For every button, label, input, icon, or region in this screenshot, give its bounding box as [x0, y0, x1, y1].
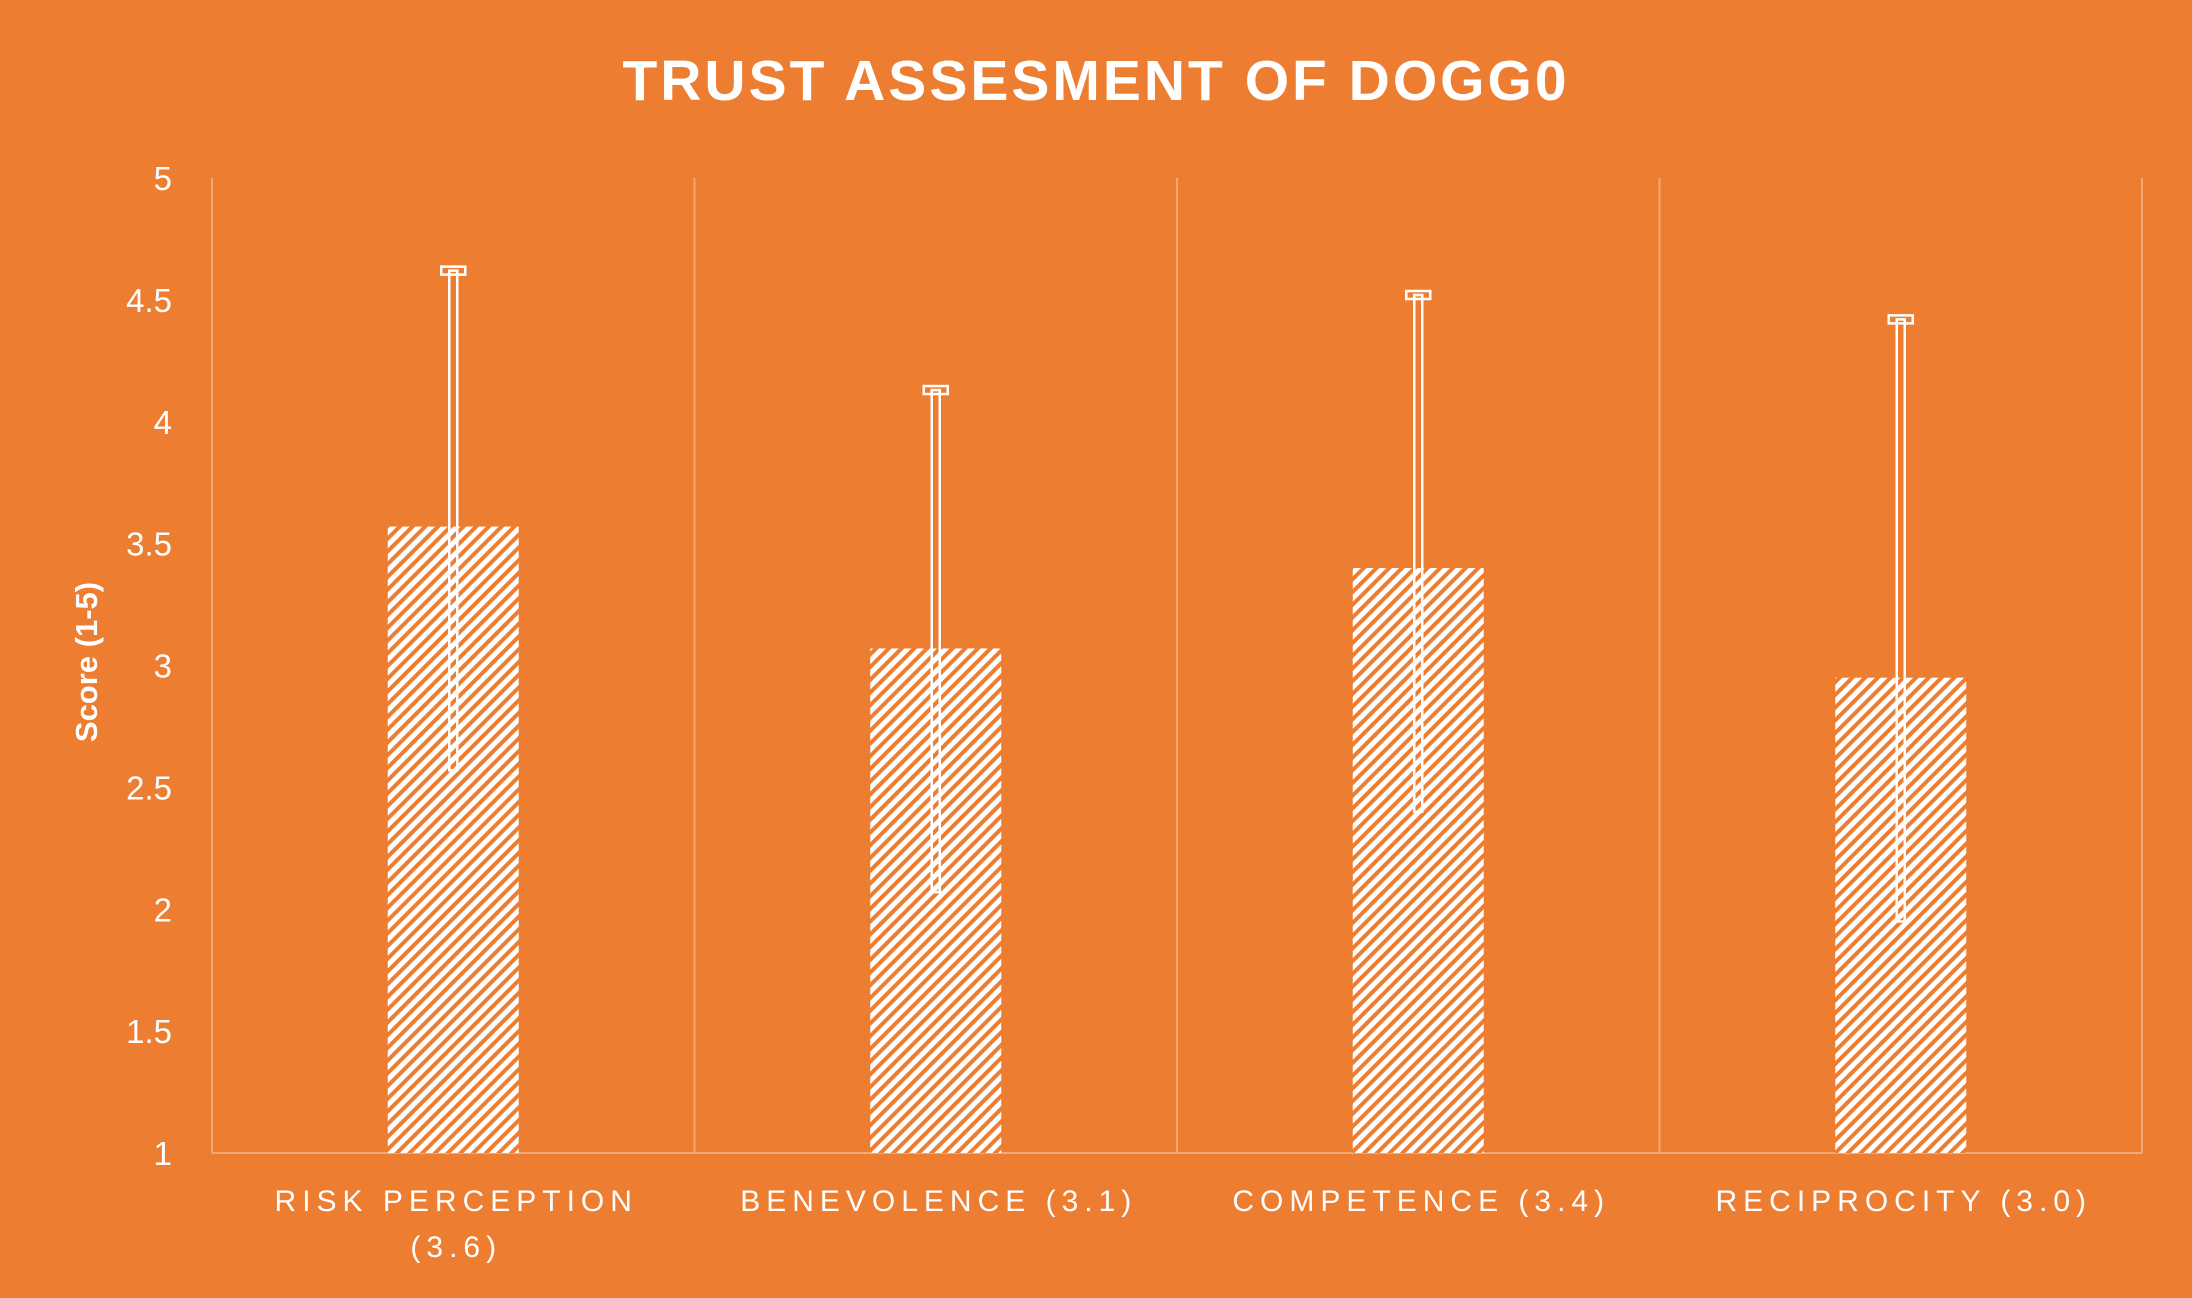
error-bar-cap: [1405, 289, 1432, 301]
error-bar-cap: [922, 384, 949, 396]
y-tick-label: 4: [154, 404, 172, 441]
error-bar-stem: [930, 388, 941, 894]
error-bar-stem: [448, 269, 459, 772]
y-tick-label: 1.5: [126, 1013, 172, 1050]
error-bar-stem: [1895, 318, 1906, 923]
x-category-label: RISK PERCEPTION: [275, 1185, 638, 1218]
y-tick-label: 2: [154, 891, 172, 928]
x-category-label: COMPETENCE (3.4): [1232, 1185, 1610, 1218]
error-bar-cap: [440, 265, 467, 276]
y-tick-label: 5: [154, 160, 172, 197]
y-axis-label: Score (1-5): [69, 582, 104, 742]
x-category-label: RECIPROCITY (3.0): [1716, 1185, 2093, 1218]
x-category-label: BENEVOLENCE (3.1): [740, 1185, 1137, 1218]
bar: [1352, 568, 1484, 1153]
y-tick-label: 3: [154, 648, 172, 685]
error-bars: [440, 265, 1914, 923]
x-category-label: (3.6): [410, 1231, 502, 1264]
bar: [387, 526, 519, 1153]
bar: [870, 648, 1002, 1153]
error-bar-stem: [1413, 293, 1424, 813]
gridlines: [211, 178, 2143, 1154]
y-tick-label: 2.5: [126, 769, 172, 806]
y-tick-label: 4.5: [126, 282, 172, 319]
error-bar-cap: [1887, 314, 1914, 325]
bars: [387, 526, 1967, 1153]
bar: [1835, 677, 1967, 1153]
x-axis-labels: RISK PERCEPTION (3.6) BENEVOLENCE (3.1) COM…: [275, 1185, 2093, 1264]
y-axis-ticks: 1 1.5 2 2.5 3 3.5 4 4.5 5: [126, 160, 172, 1172]
y-tick-label: 3.5: [126, 526, 172, 563]
chart-title: TRUST ASSESMENT OF DOGG0: [622, 49, 1569, 113]
y-tick-label: 1: [154, 1135, 172, 1172]
